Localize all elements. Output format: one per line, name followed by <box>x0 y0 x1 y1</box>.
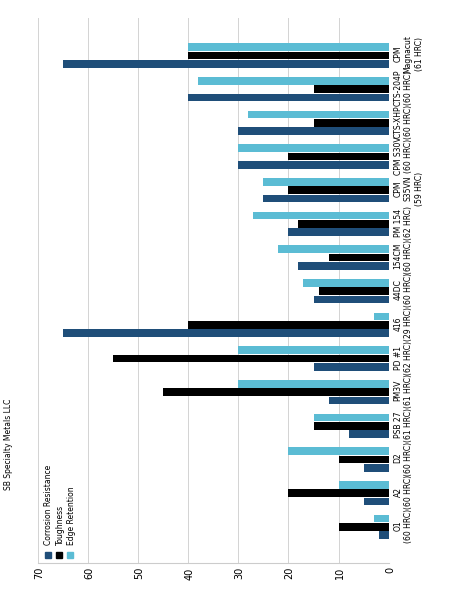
Text: SB Specialty Metals LLC: SB Specialty Metals LLC <box>4 399 13 490</box>
